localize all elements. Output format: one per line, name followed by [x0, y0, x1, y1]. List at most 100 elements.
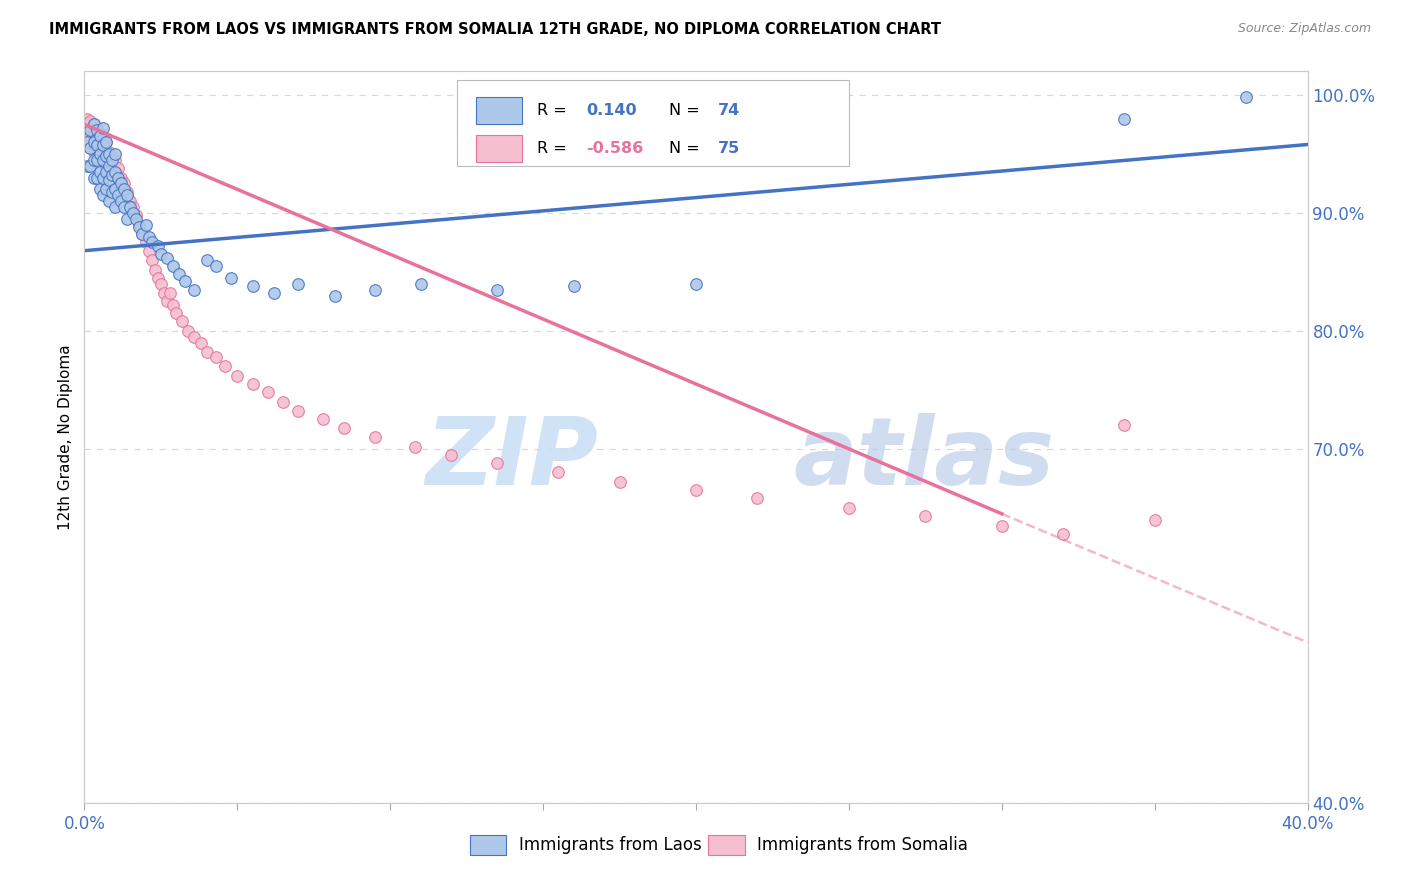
- Point: [486, 456, 509, 470]
- Text: 74: 74: [718, 103, 740, 118]
- Point: [97, 156, 120, 170]
- Point: [685, 277, 707, 291]
- Point: [205, 350, 228, 364]
- Point: [86, 129, 108, 144]
- Point: [91, 120, 114, 135]
- Point: [97, 145, 120, 159]
- Point: [991, 518, 1014, 533]
- FancyBboxPatch shape: [470, 835, 506, 855]
- Text: ZIP: ZIP: [425, 413, 598, 505]
- Point: [562, 279, 585, 293]
- Point: [107, 170, 129, 185]
- Point: [79, 129, 101, 144]
- FancyBboxPatch shape: [475, 135, 522, 162]
- Point: [364, 283, 387, 297]
- Point: [97, 159, 120, 173]
- Point: [86, 141, 108, 155]
- Text: IMMIGRANTS FROM LAOS VS IMMIGRANTS FROM SOMALIA 12TH GRADE, NO DIPLOMA CORRELATI: IMMIGRANTS FROM LAOS VS IMMIGRANTS FROM …: [49, 22, 941, 37]
- Point: [91, 141, 114, 155]
- Point: [128, 218, 150, 232]
- Point: [141, 235, 163, 250]
- Point: [86, 120, 108, 135]
- Point: [94, 149, 117, 163]
- Point: [76, 135, 98, 149]
- Point: [205, 259, 228, 273]
- FancyBboxPatch shape: [475, 97, 522, 124]
- Point: [76, 159, 98, 173]
- Point: [257, 385, 280, 400]
- Point: [91, 129, 114, 144]
- Point: [101, 153, 124, 167]
- Point: [89, 129, 111, 144]
- Point: [83, 145, 105, 159]
- Text: N =: N =: [669, 141, 704, 156]
- Point: [112, 177, 135, 191]
- Point: [89, 126, 111, 140]
- Point: [1114, 112, 1136, 126]
- Point: [135, 235, 157, 250]
- Text: Immigrants from Laos: Immigrants from Laos: [519, 836, 702, 855]
- Point: [685, 483, 707, 498]
- Point: [94, 159, 117, 173]
- Point: [112, 200, 135, 214]
- Text: 75: 75: [718, 141, 740, 156]
- Point: [101, 161, 124, 175]
- Point: [86, 153, 108, 167]
- Point: [104, 164, 127, 178]
- Text: Source: ZipAtlas.com: Source: ZipAtlas.com: [1237, 22, 1371, 36]
- FancyBboxPatch shape: [709, 835, 745, 855]
- Point: [89, 147, 111, 161]
- Point: [79, 123, 101, 137]
- Point: [115, 185, 138, 199]
- Point: [440, 448, 463, 462]
- Point: [271, 394, 294, 409]
- Point: [120, 200, 142, 214]
- Point: [104, 168, 127, 182]
- Point: [104, 147, 127, 161]
- Point: [1236, 90, 1258, 104]
- Point: [86, 137, 108, 152]
- Point: [177, 324, 200, 338]
- Point: [263, 286, 285, 301]
- Point: [122, 200, 145, 214]
- Point: [486, 283, 509, 297]
- Point: [128, 220, 150, 235]
- FancyBboxPatch shape: [457, 80, 849, 167]
- Point: [112, 182, 135, 196]
- Text: -0.586: -0.586: [586, 141, 643, 156]
- Point: [76, 118, 98, 132]
- Point: [195, 345, 218, 359]
- Point: [409, 277, 432, 291]
- Point: [156, 251, 179, 265]
- Point: [141, 253, 163, 268]
- Point: [94, 135, 117, 149]
- Point: [183, 330, 205, 344]
- Point: [287, 404, 309, 418]
- Point: [107, 161, 129, 175]
- Text: 0.140: 0.140: [586, 103, 637, 118]
- Point: [101, 149, 124, 163]
- Point: [94, 147, 117, 161]
- Point: [159, 286, 181, 301]
- Point: [323, 288, 346, 302]
- Point: [104, 153, 127, 167]
- Point: [83, 153, 105, 167]
- Point: [91, 153, 114, 167]
- Text: N =: N =: [669, 103, 704, 118]
- Point: [242, 376, 264, 391]
- Point: [83, 170, 105, 185]
- Point: [153, 286, 176, 301]
- Point: [162, 259, 184, 273]
- Point: [86, 123, 108, 137]
- Point: [214, 359, 236, 374]
- Point: [609, 475, 631, 489]
- Point: [165, 306, 187, 320]
- Point: [76, 123, 98, 137]
- Point: [226, 368, 249, 383]
- Point: [83, 135, 105, 149]
- Point: [131, 227, 153, 242]
- Point: [110, 194, 132, 208]
- Point: [167, 267, 190, 281]
- Point: [104, 182, 127, 196]
- Point: [97, 194, 120, 208]
